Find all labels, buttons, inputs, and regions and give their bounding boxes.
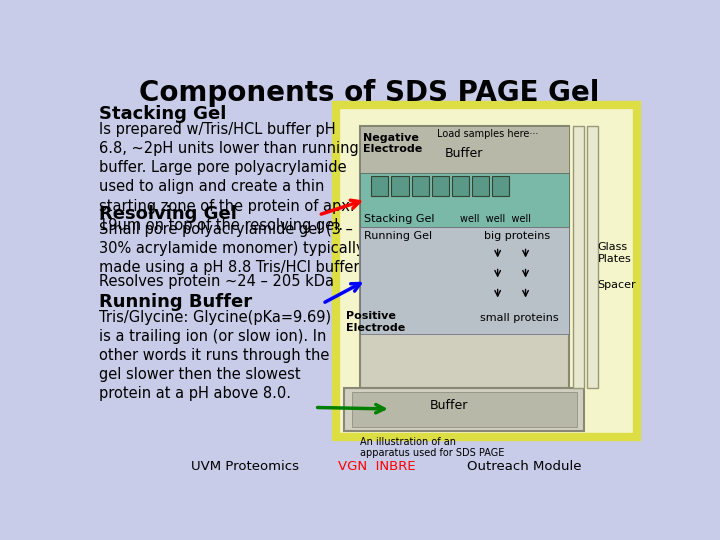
Bar xyxy=(360,226,569,334)
Text: Resolves protein ~24 – 205 kDa: Resolves protein ~24 – 205 kDa xyxy=(99,274,334,289)
Text: Stacking Gel: Stacking Gel xyxy=(99,105,227,123)
Text: Outreach Module: Outreach Module xyxy=(467,460,581,473)
Bar xyxy=(573,126,584,388)
Text: Running Gel: Running Gel xyxy=(364,231,433,241)
Text: Is prepared w/Tris/HCL buffer pH
6.8, ~2pH units lower than running
buffer. Larg: Is prepared w/Tris/HCL buffer pH 6.8, ~2… xyxy=(99,122,359,233)
Text: Buffer: Buffer xyxy=(430,399,468,411)
Bar xyxy=(372,177,388,195)
Bar xyxy=(360,126,569,173)
Text: UVM Proteomics: UVM Proteomics xyxy=(191,460,299,473)
Bar xyxy=(392,177,408,195)
Bar xyxy=(412,177,428,195)
Text: VGN  INBRE: VGN INBRE xyxy=(338,460,415,473)
Bar xyxy=(587,126,598,388)
Text: Running Buffer: Running Buffer xyxy=(99,293,253,310)
Text: Components of SDS PAGE Gel: Components of SDS PAGE Gel xyxy=(139,79,599,107)
Bar xyxy=(336,105,637,437)
Bar xyxy=(352,392,577,427)
Text: Glass
Plates: Glass Plates xyxy=(598,242,631,264)
Bar xyxy=(360,126,569,388)
Bar xyxy=(360,173,569,226)
Bar xyxy=(492,177,509,195)
Text: An illustration of an
apparatus used for SDS PAGE: An illustration of an apparatus used for… xyxy=(360,437,504,458)
Text: Small pore polyacrylamide gel (3 –
30% acrylamide monomer) typically
made using : Small pore polyacrylamide gel (3 – 30% a… xyxy=(99,222,365,275)
Bar xyxy=(452,177,469,195)
Bar xyxy=(432,177,449,195)
Text: Buffer: Buffer xyxy=(445,147,484,160)
Text: Spacer: Spacer xyxy=(598,280,636,291)
Text: big proteins: big proteins xyxy=(484,231,550,241)
Bar xyxy=(344,388,585,430)
Text: Negative
Electrode: Negative Electrode xyxy=(363,132,422,154)
Text: Resolving Gel: Resolving Gel xyxy=(99,205,237,223)
Text: small proteins: small proteins xyxy=(480,313,559,323)
Text: well  well  well: well well well xyxy=(461,214,531,224)
Bar xyxy=(472,177,489,195)
Text: Load samples here···: Load samples here··· xyxy=(437,130,539,139)
Text: Stacking Gel: Stacking Gel xyxy=(364,214,435,224)
Text: Positive
Electrode: Positive Electrode xyxy=(346,311,405,333)
Text: Tris/Glycine: Glycine(pKa=9.69)
is a trailing ion (or slow ion). In
other words : Tris/Glycine: Glycine(pKa=9.69) is a tra… xyxy=(99,309,331,401)
